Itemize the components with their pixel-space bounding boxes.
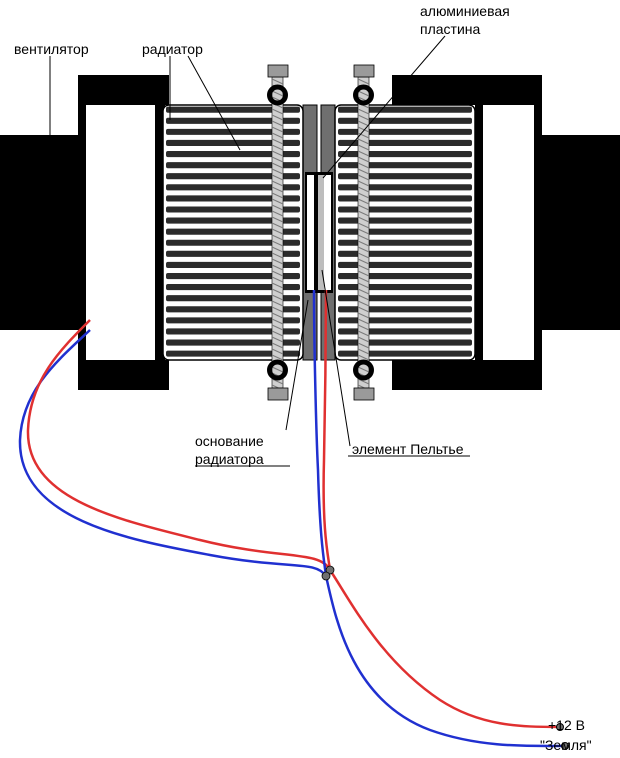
label-plate-l2: пластина [420, 21, 480, 37]
label-base-l2: радиатора [195, 451, 264, 467]
label-v12: +12 В [548, 716, 585, 734]
label-fan: вентилятор [14, 40, 89, 58]
label-base-l1: основание [195, 433, 264, 449]
label-plate-l1: алюминиевая [420, 3, 510, 19]
label-radiator: радиатор [142, 40, 203, 58]
peltier-assembly-diagram [0, 0, 620, 758]
label-peltier: элемент Пельтье [352, 440, 463, 458]
label-plate: алюминиевая пластина [420, 2, 510, 38]
label-base: основание радиатора [195, 432, 264, 468]
label-ground: "Земля" [540, 736, 592, 754]
